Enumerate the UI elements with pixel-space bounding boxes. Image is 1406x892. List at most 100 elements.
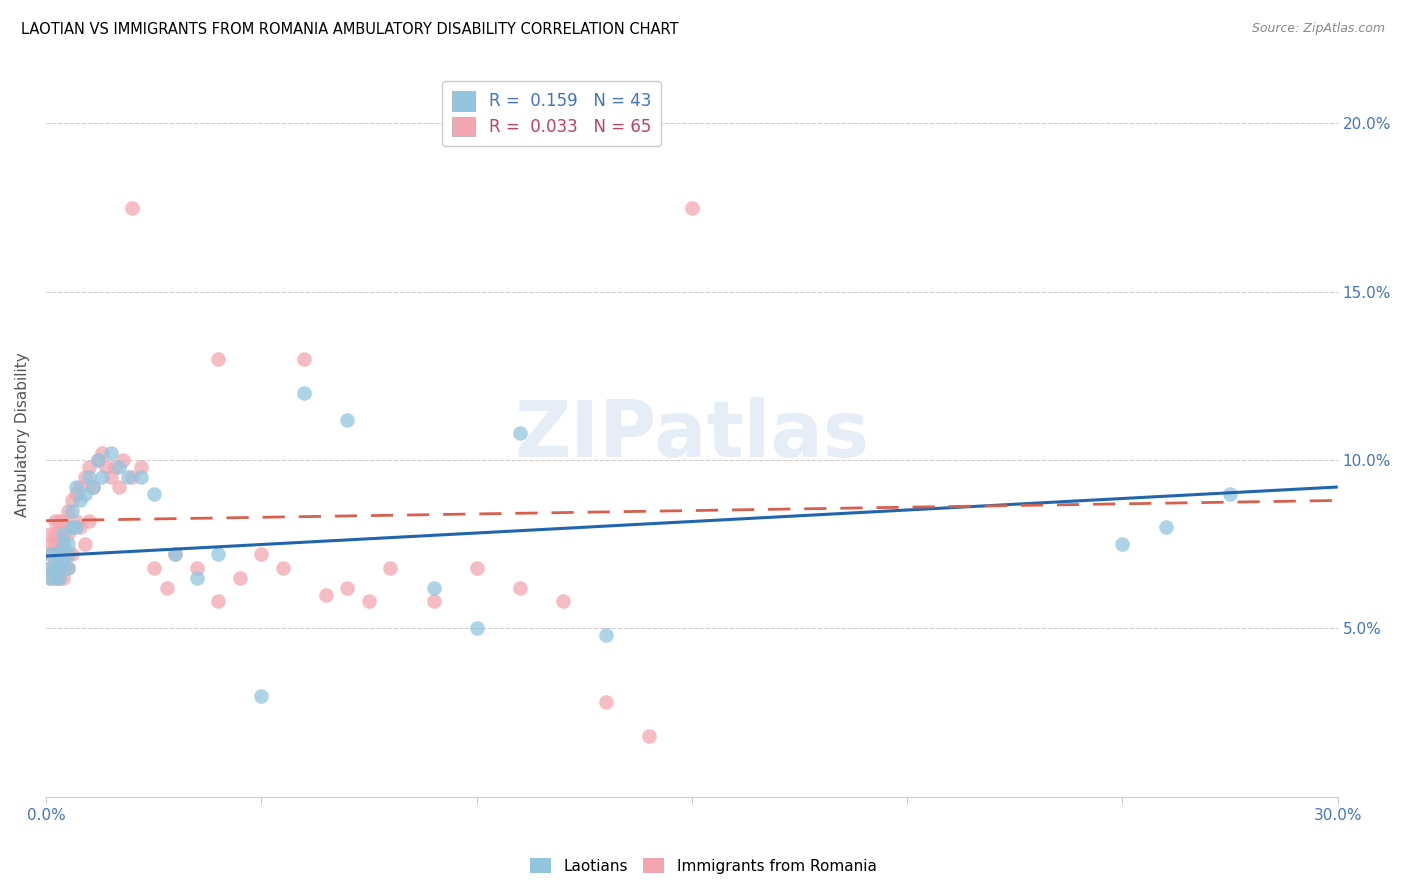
Point: [207, 352, 229, 367]
Point: [91, 470, 114, 484]
Point: [595, 695, 617, 709]
Point: [315, 588, 337, 602]
Point: [509, 426, 531, 441]
Point: [117, 470, 139, 484]
Point: [165, 547, 187, 561]
Point: [129, 470, 152, 484]
Point: [250, 689, 273, 703]
Point: [56, 561, 79, 575]
Point: [250, 547, 273, 561]
Point: [551, 594, 574, 608]
Text: LAOTIAN VS IMMIGRANTS FROM ROMANIA AMBULATORY DISABILITY CORRELATION CHART: LAOTIAN VS IMMIGRANTS FROM ROMANIA AMBUL…: [21, 22, 679, 37]
Point: [52, 554, 75, 568]
Point: [52, 527, 75, 541]
Text: ZIPatlas: ZIPatlas: [515, 397, 869, 473]
Point: [48, 561, 70, 575]
Point: [44, 527, 66, 541]
Point: [39, 537, 62, 551]
Point: [336, 412, 359, 426]
Point: [56, 561, 79, 575]
Point: [165, 547, 187, 561]
Point: [48, 547, 70, 561]
Point: [39, 571, 62, 585]
Point: [44, 561, 66, 575]
Point: [77, 459, 100, 474]
Point: [292, 352, 315, 367]
Point: [44, 561, 66, 575]
Point: [44, 571, 66, 585]
Point: [82, 480, 104, 494]
Point: [77, 514, 100, 528]
Point: [129, 459, 152, 474]
Legend: R =  0.159   N = 43, R =  0.033   N = 65: R = 0.159 N = 43, R = 0.033 N = 65: [441, 81, 661, 146]
Point: [48, 571, 70, 585]
Point: [86, 453, 108, 467]
Point: [44, 537, 66, 551]
Point: [56, 503, 79, 517]
Point: [56, 527, 79, 541]
Point: [52, 571, 75, 585]
Point: [69, 520, 91, 534]
Point: [39, 571, 62, 585]
Point: [60, 547, 83, 561]
Point: [65, 514, 87, 528]
Point: [73, 537, 96, 551]
Point: [65, 480, 87, 494]
Point: [336, 581, 359, 595]
Point: [60, 503, 83, 517]
Point: [60, 520, 83, 534]
Point: [292, 385, 315, 400]
Point: [44, 514, 66, 528]
Point: [108, 459, 131, 474]
Point: [56, 547, 79, 561]
Point: [44, 547, 66, 561]
Point: [48, 561, 70, 575]
Point: [96, 459, 118, 474]
Point: [465, 621, 488, 635]
Point: [52, 537, 75, 551]
Point: [357, 594, 380, 608]
Y-axis label: Ambulatory Disability: Ambulatory Disability: [15, 352, 30, 517]
Point: [142, 487, 165, 501]
Point: [60, 520, 83, 534]
Point: [65, 520, 87, 534]
Point: [44, 571, 66, 585]
Point: [207, 594, 229, 608]
Point: [73, 470, 96, 484]
Point: [271, 561, 294, 575]
Point: [65, 487, 87, 501]
Point: [112, 453, 135, 467]
Point: [229, 571, 252, 585]
Point: [186, 571, 208, 585]
Point: [44, 547, 66, 561]
Point: [39, 527, 62, 541]
Point: [48, 527, 70, 541]
Point: [465, 561, 488, 575]
Point: [637, 729, 659, 743]
Point: [86, 453, 108, 467]
Point: [509, 581, 531, 595]
Point: [48, 547, 70, 561]
Point: [1219, 487, 1241, 501]
Point: [121, 201, 143, 215]
Point: [73, 487, 96, 501]
Point: [155, 581, 177, 595]
Point: [39, 561, 62, 575]
Point: [207, 547, 229, 561]
Point: [142, 561, 165, 575]
Point: [422, 594, 444, 608]
Point: [82, 480, 104, 494]
Point: [39, 561, 62, 575]
Point: [69, 480, 91, 494]
Point: [108, 480, 131, 494]
Point: [52, 561, 75, 575]
Legend: Laotians, Immigrants from Romania: Laotians, Immigrants from Romania: [523, 852, 883, 880]
Point: [1154, 520, 1177, 534]
Point: [48, 571, 70, 585]
Point: [595, 628, 617, 642]
Point: [91, 446, 114, 460]
Point: [104, 459, 127, 474]
Point: [77, 470, 100, 484]
Point: [380, 561, 402, 575]
Point: [52, 514, 75, 528]
